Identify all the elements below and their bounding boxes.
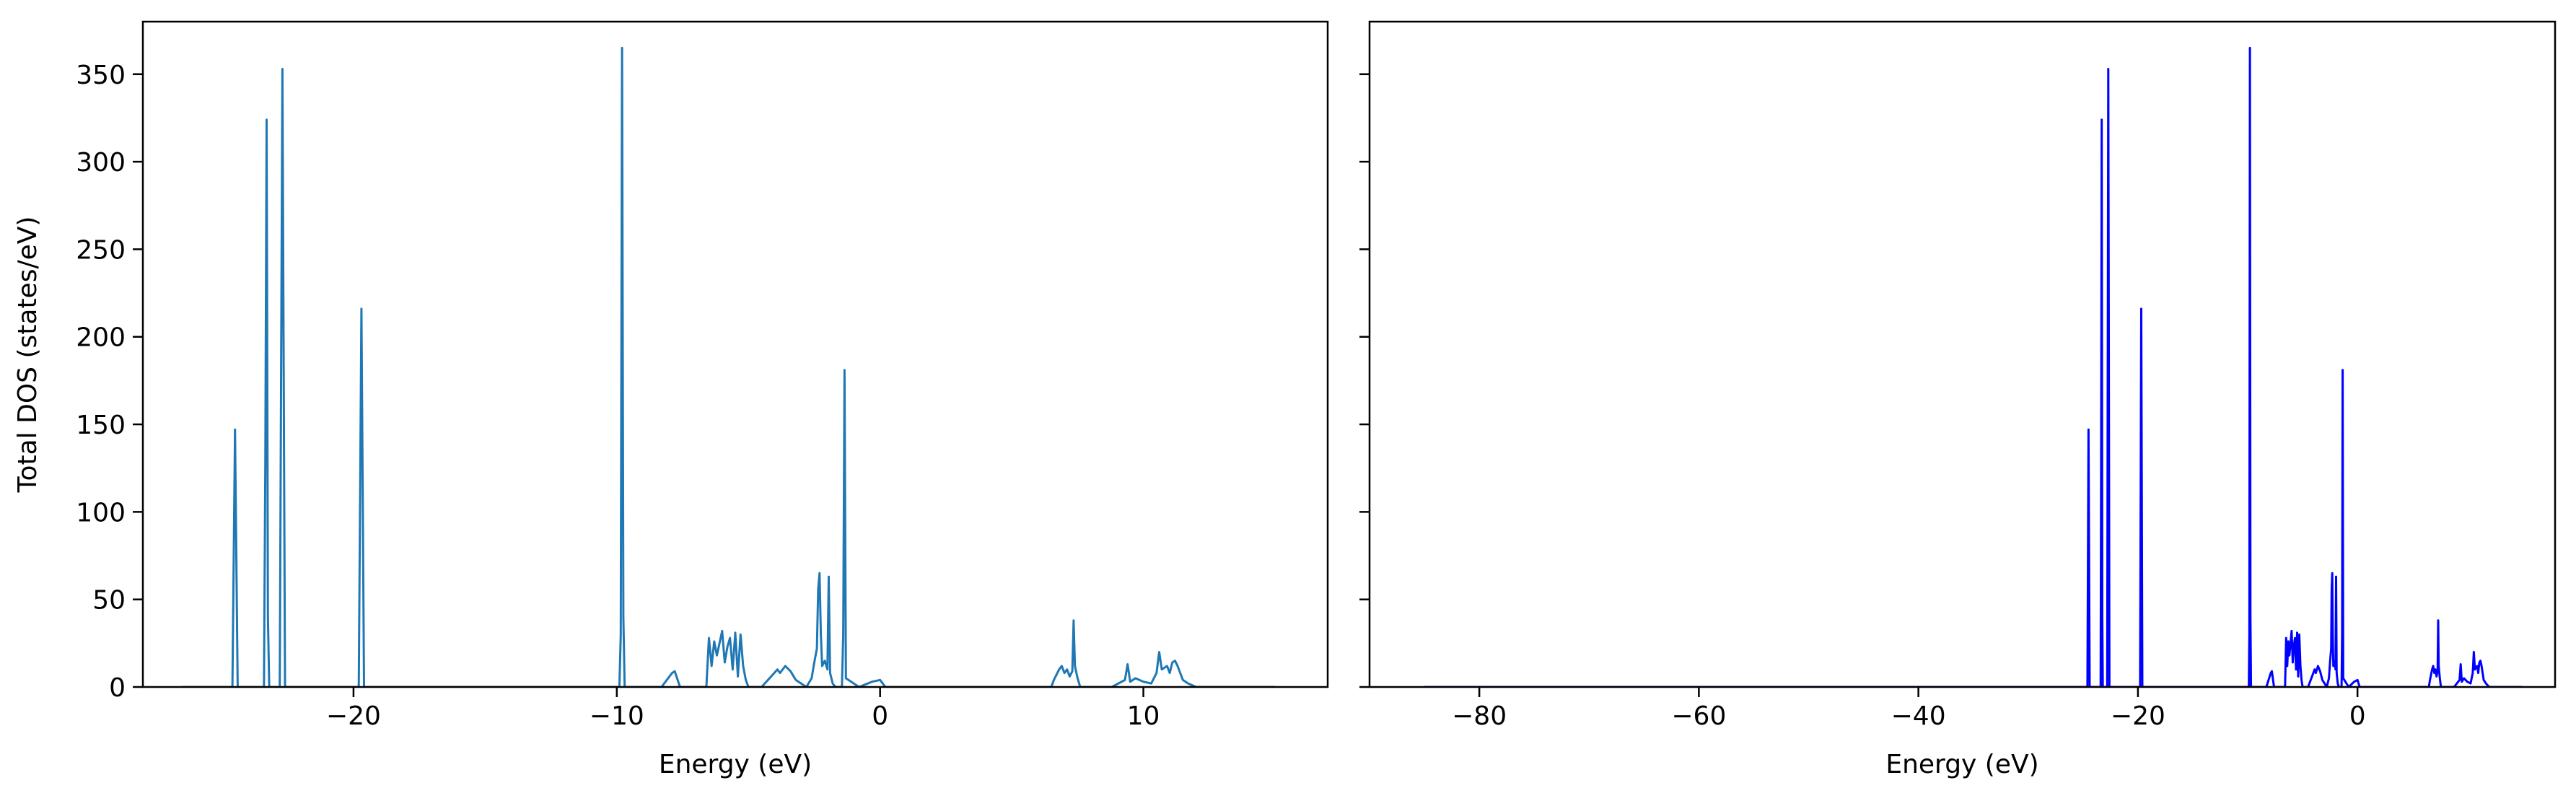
- right-x-ticks: −80 −60 −40 −20 0: [1452, 687, 2366, 731]
- right-axes-frame: [1368, 20, 2557, 688]
- right-y-ticks: [1359, 73, 1370, 688]
- right-dos-plot-area: [1424, 46, 2523, 687]
- left-y-axis-label: Total DOS (states/eV): [13, 216, 43, 494]
- left-axes-frame: [141, 20, 1329, 688]
- left-y-tick-label: 250: [76, 235, 126, 265]
- left-y-tick-label: 0: [109, 673, 126, 703]
- left-x-axis-label: Energy (eV): [659, 750, 812, 779]
- left-y-tick-label: 200: [76, 323, 126, 353]
- left-x-ticks: −20 −10 0 10: [326, 687, 1160, 731]
- right-x-tick-label: −80: [1452, 701, 1507, 731]
- right-dos-series-line: [1424, 46, 2523, 687]
- left-y-tick-label: 150: [76, 411, 126, 440]
- right-x-tick-label: −60: [1671, 701, 1726, 731]
- right-dos-panel: −80 −60 −40 −20 0 Energy (eV): [1359, 20, 2557, 779]
- left-x-tick-label: −20: [326, 701, 381, 731]
- left-dos-series-line: [182, 46, 1275, 687]
- right-x-tick-label: 0: [2349, 701, 2366, 731]
- left-dos-panel: −20 −10 0 10 0 50 100 150 200 250 300 350 Energy (…: [13, 20, 1329, 779]
- left-y-tick-label: 100: [76, 498, 126, 528]
- left-x-tick-label: 10: [1127, 701, 1160, 731]
- left-y-tick-label: 350: [76, 61, 126, 90]
- left-y-tick-label: 300: [76, 148, 126, 178]
- left-x-tick-label: 0: [872, 701, 888, 731]
- left-y-tick-label: 50: [92, 586, 126, 616]
- right-x-tick-label: −40: [1891, 701, 1946, 731]
- left-y-ticks: 0 50 100 150 200 250 300 350: [76, 61, 143, 703]
- left-dos-plot-area: [182, 46, 1275, 687]
- left-x-tick-label: −10: [590, 701, 644, 731]
- right-x-axis-label: Energy (eV): [1885, 750, 2038, 779]
- right-x-tick-label: −20: [2111, 701, 2165, 731]
